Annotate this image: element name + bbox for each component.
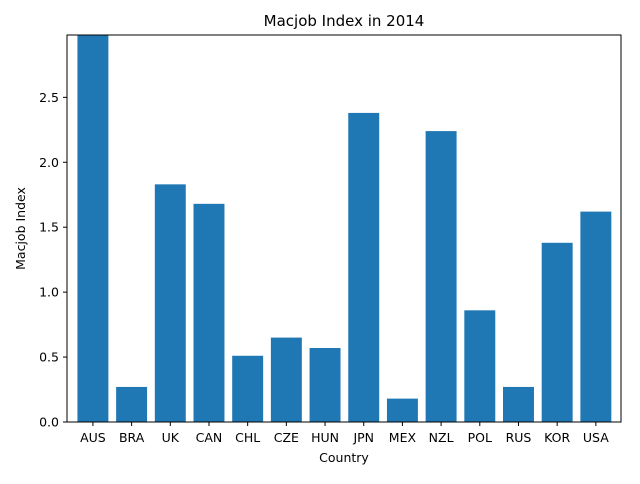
x-tick-label: HUN	[311, 430, 339, 445]
bar-cze	[270, 337, 302, 422]
bar-hun	[309, 347, 341, 422]
y-tick-label: 2.0	[39, 155, 59, 170]
x-axis-label: Country	[319, 450, 369, 465]
x-tick-label: MEX	[389, 430, 417, 445]
x-tick-label: NZL	[429, 430, 454, 445]
y-tick-label: 1.0	[39, 285, 59, 300]
bar-chl	[232, 355, 264, 422]
x-tick-label: CZE	[274, 430, 299, 445]
bar-uk	[154, 184, 186, 422]
bar-jpn	[348, 112, 380, 422]
bar-rus	[503, 386, 534, 422]
bar-usa	[580, 211, 612, 422]
x-tick-label: USA	[583, 430, 609, 445]
y-tick-label: 1.5	[39, 220, 59, 235]
x-tick-label: CAN	[196, 430, 223, 445]
bar-bra	[116, 386, 148, 422]
bar-mex	[386, 398, 418, 422]
bar-pol	[464, 310, 496, 422]
x-axis-ticks: AUS BRA UK CAN CHL CZE HUN JPN MEX NZL POL RUS KOR US…	[80, 422, 609, 445]
x-tick-label: CHL	[235, 430, 260, 445]
bar-nzl	[425, 131, 457, 422]
y-tick-label: 2.5	[39, 90, 59, 105]
y-tick-label: 0.5	[39, 350, 59, 365]
x-tick-label: POL	[468, 430, 492, 445]
bar-can	[193, 203, 225, 422]
x-tick-label: BRA	[119, 430, 145, 445]
y-tick-label: 0.0	[39, 415, 59, 430]
bars	[77, 35, 612, 422]
x-tick-label: UK	[162, 430, 180, 445]
x-tick-label: JPN	[352, 430, 374, 445]
x-tick-label: AUS	[80, 430, 106, 445]
y-axis-ticks: 0.0 0.5 1.0 1.5 2.0 2.5	[39, 90, 67, 430]
bar-kor	[541, 242, 573, 422]
y-axis-label: Macjob Index	[13, 187, 28, 270]
plot-area-frame	[66, 34, 622, 423]
bar-aus	[77, 35, 109, 422]
x-tick-label: KOR	[544, 430, 570, 445]
chart-title: Macjob Index in 2014	[264, 12, 425, 30]
x-tick-label: RUS	[506, 430, 532, 445]
